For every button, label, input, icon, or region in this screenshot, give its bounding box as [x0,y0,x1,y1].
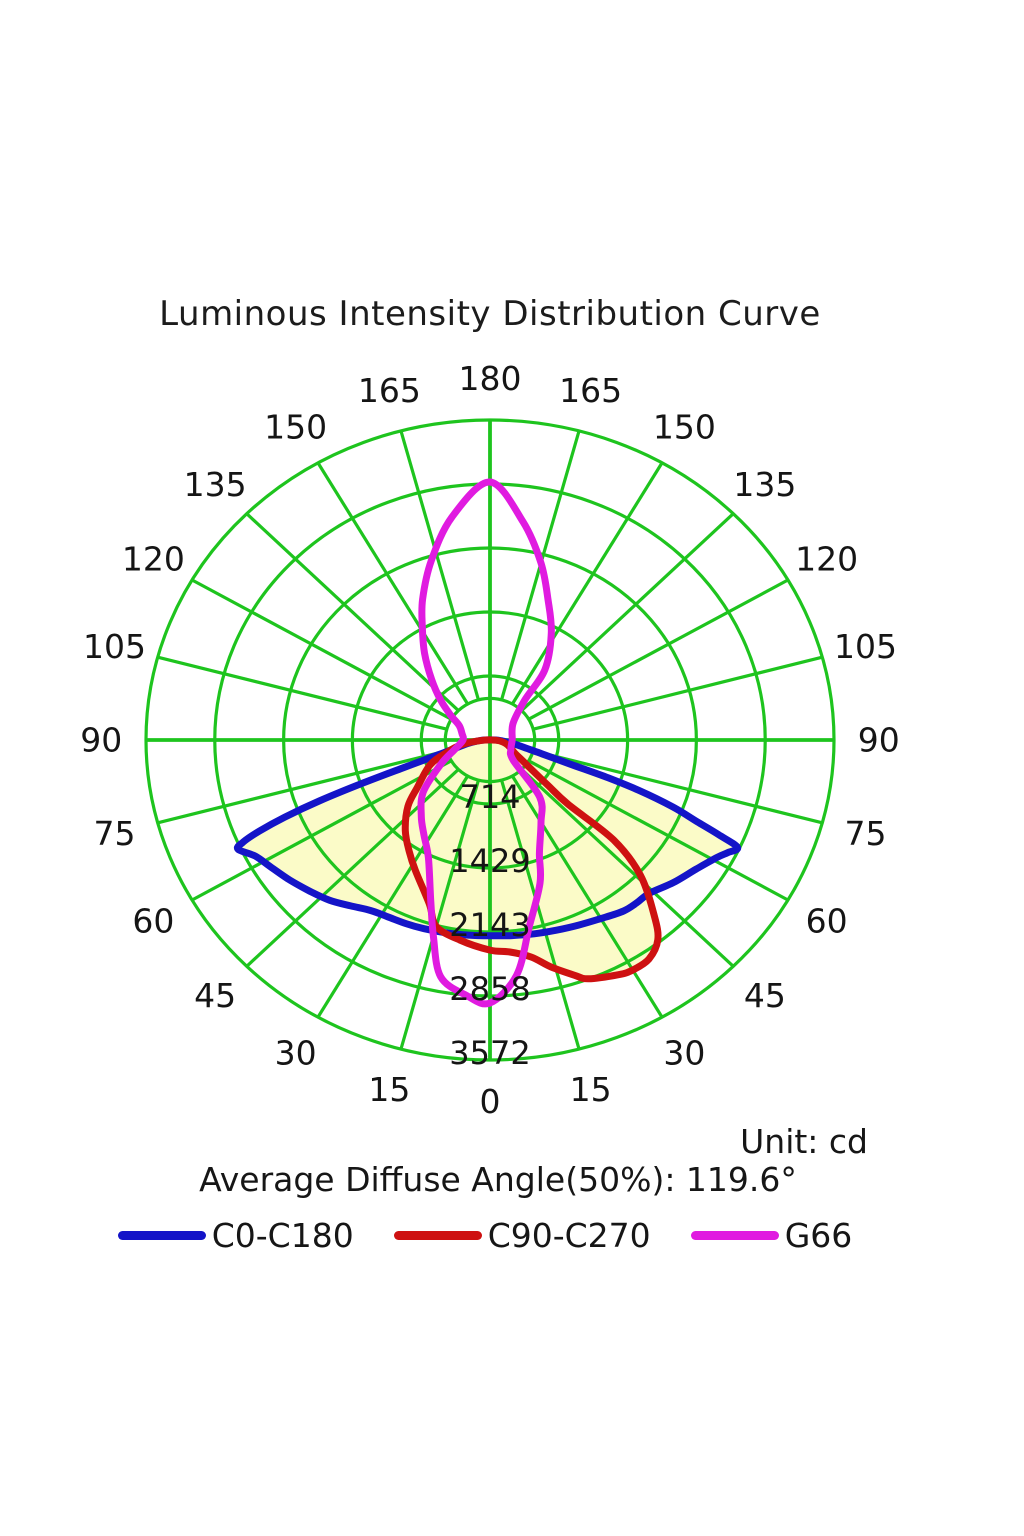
radial-tick-label: 1429 [449,842,530,880]
grid-spoke [245,512,460,712]
angle-tick-label: 150 [653,407,716,446]
grid-spoke [527,759,789,902]
radial-tick-label: 714 [459,778,520,816]
angle-tick-label: 165 [559,371,622,410]
legend-label-c90-c270: C90-C270 [487,1216,651,1255]
angle-tick-label: 165 [358,371,421,410]
angle-tick-label: 120 [795,540,858,579]
grid-spoke [527,578,789,721]
angle-tick-label: 15 [570,1070,612,1109]
angle-tick-label: 75 [844,814,886,853]
angle-tick-label: 105 [834,627,897,666]
grid-spoke [399,779,480,1050]
curve-c0-c180 [233,736,742,940]
grid-spoke [316,775,469,1018]
angle-tick-label: 135 [733,465,796,504]
grid-spoke [511,775,664,1018]
angle-tick-label: 30 [275,1034,317,1073]
angle-tick-label: 60 [132,901,174,940]
average-diffuse-angle-label: Average Diffuse Angle(50%): 119.6° [199,1160,797,1199]
legend-label-c0-c180: C0-C180 [211,1216,354,1255]
angle-tick-label: 75 [94,814,136,853]
angle-tick-label: 90 [858,721,900,760]
angle-tick-label: 105 [83,627,146,666]
grid-spoke [532,749,823,825]
angle-tick-label: 15 [368,1070,410,1109]
grid-spoke [532,655,823,731]
grid-spoke [157,655,448,731]
radial-tick-label: 3572 [449,1034,530,1072]
grid-spoke [399,430,480,701]
angle-tick-label: 135 [184,465,247,504]
angle-tick-label: 120 [122,540,185,579]
angle-tick-label: 180 [459,359,522,398]
grid-spoke [191,578,453,721]
legend-item-c90-c270: C90-C270 [393,1216,651,1255]
angle-tick-label: 30 [663,1034,705,1073]
angle-tick-label: 60 [806,901,848,940]
legend-swatch-c90-c270 [393,1231,482,1240]
legend-item-c0-c180: C0-C180 [117,1216,354,1255]
angle-tick-label: 90 [80,721,122,760]
grid-spoke [157,749,448,825]
radial-tick-label: 2858 [449,970,530,1008]
grid-spoke [500,779,581,1050]
legend-swatch-c0-c180 [117,1231,206,1240]
grid-spoke [520,512,735,712]
curve-g66 [417,478,555,1008]
angle-tick-label: 150 [264,407,327,446]
angle-tick-label: 45 [744,976,786,1015]
angle-tick-label: 45 [194,976,236,1015]
grid-spoke [316,462,469,705]
grid-spoke [191,759,453,902]
legend-item-g66: G66 [690,1216,853,1255]
grid-spoke [520,768,735,968]
legend-label-g66: G66 [784,1216,853,1255]
legend: C0-C180 C90-C270 G66 [0,1216,970,1255]
chart-title: Luminous Intensity Distribution Curve [159,294,821,334]
angle-tick-label: 0 [480,1082,501,1121]
legend-swatch-g66 [690,1231,779,1240]
grid-spoke [511,462,664,705]
curve-c90-c270 [401,736,662,983]
radial-tick-label: 2143 [449,906,530,944]
unit-label: Unit: cd [740,1122,868,1161]
